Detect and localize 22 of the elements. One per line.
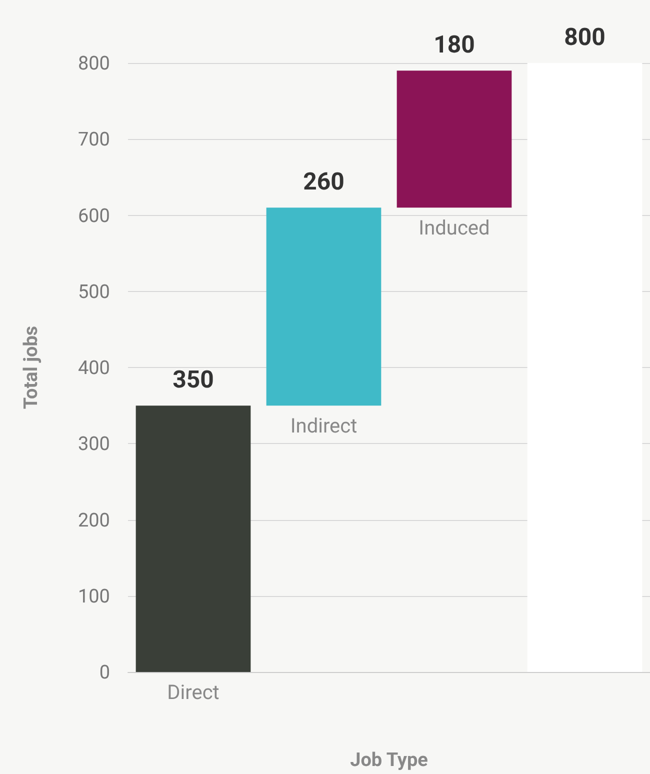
y-tick-label: 600	[78, 204, 110, 227]
x-tick-label: Direct	[167, 680, 220, 704]
y-tick-label: 200	[78, 508, 110, 532]
y-tick-label: 800	[78, 52, 110, 74]
data-label: 180	[434, 30, 475, 59]
bar	[266, 208, 382, 406]
x-tick-label: Induced	[418, 216, 490, 240]
y-tick-label: 100	[78, 584, 110, 608]
y-tick-label: 500	[78, 280, 110, 303]
y-tick-label: 400	[78, 356, 110, 379]
data-label: 260	[303, 168, 344, 196]
x-axis-title: Job Type	[350, 748, 428, 771]
bar	[396, 70, 512, 208]
y-axis-title: Total jobs	[19, 326, 42, 410]
y-tick-label: 700	[78, 128, 110, 151]
data-label: 800	[564, 23, 606, 51]
data-label: 350	[172, 366, 214, 394]
y-tick-label: 0	[99, 660, 110, 684]
x-tick-label: Indirect	[290, 414, 358, 438]
y-tick-label: 300	[78, 432, 110, 456]
bar	[136, 406, 251, 672]
bar	[527, 63, 642, 672]
